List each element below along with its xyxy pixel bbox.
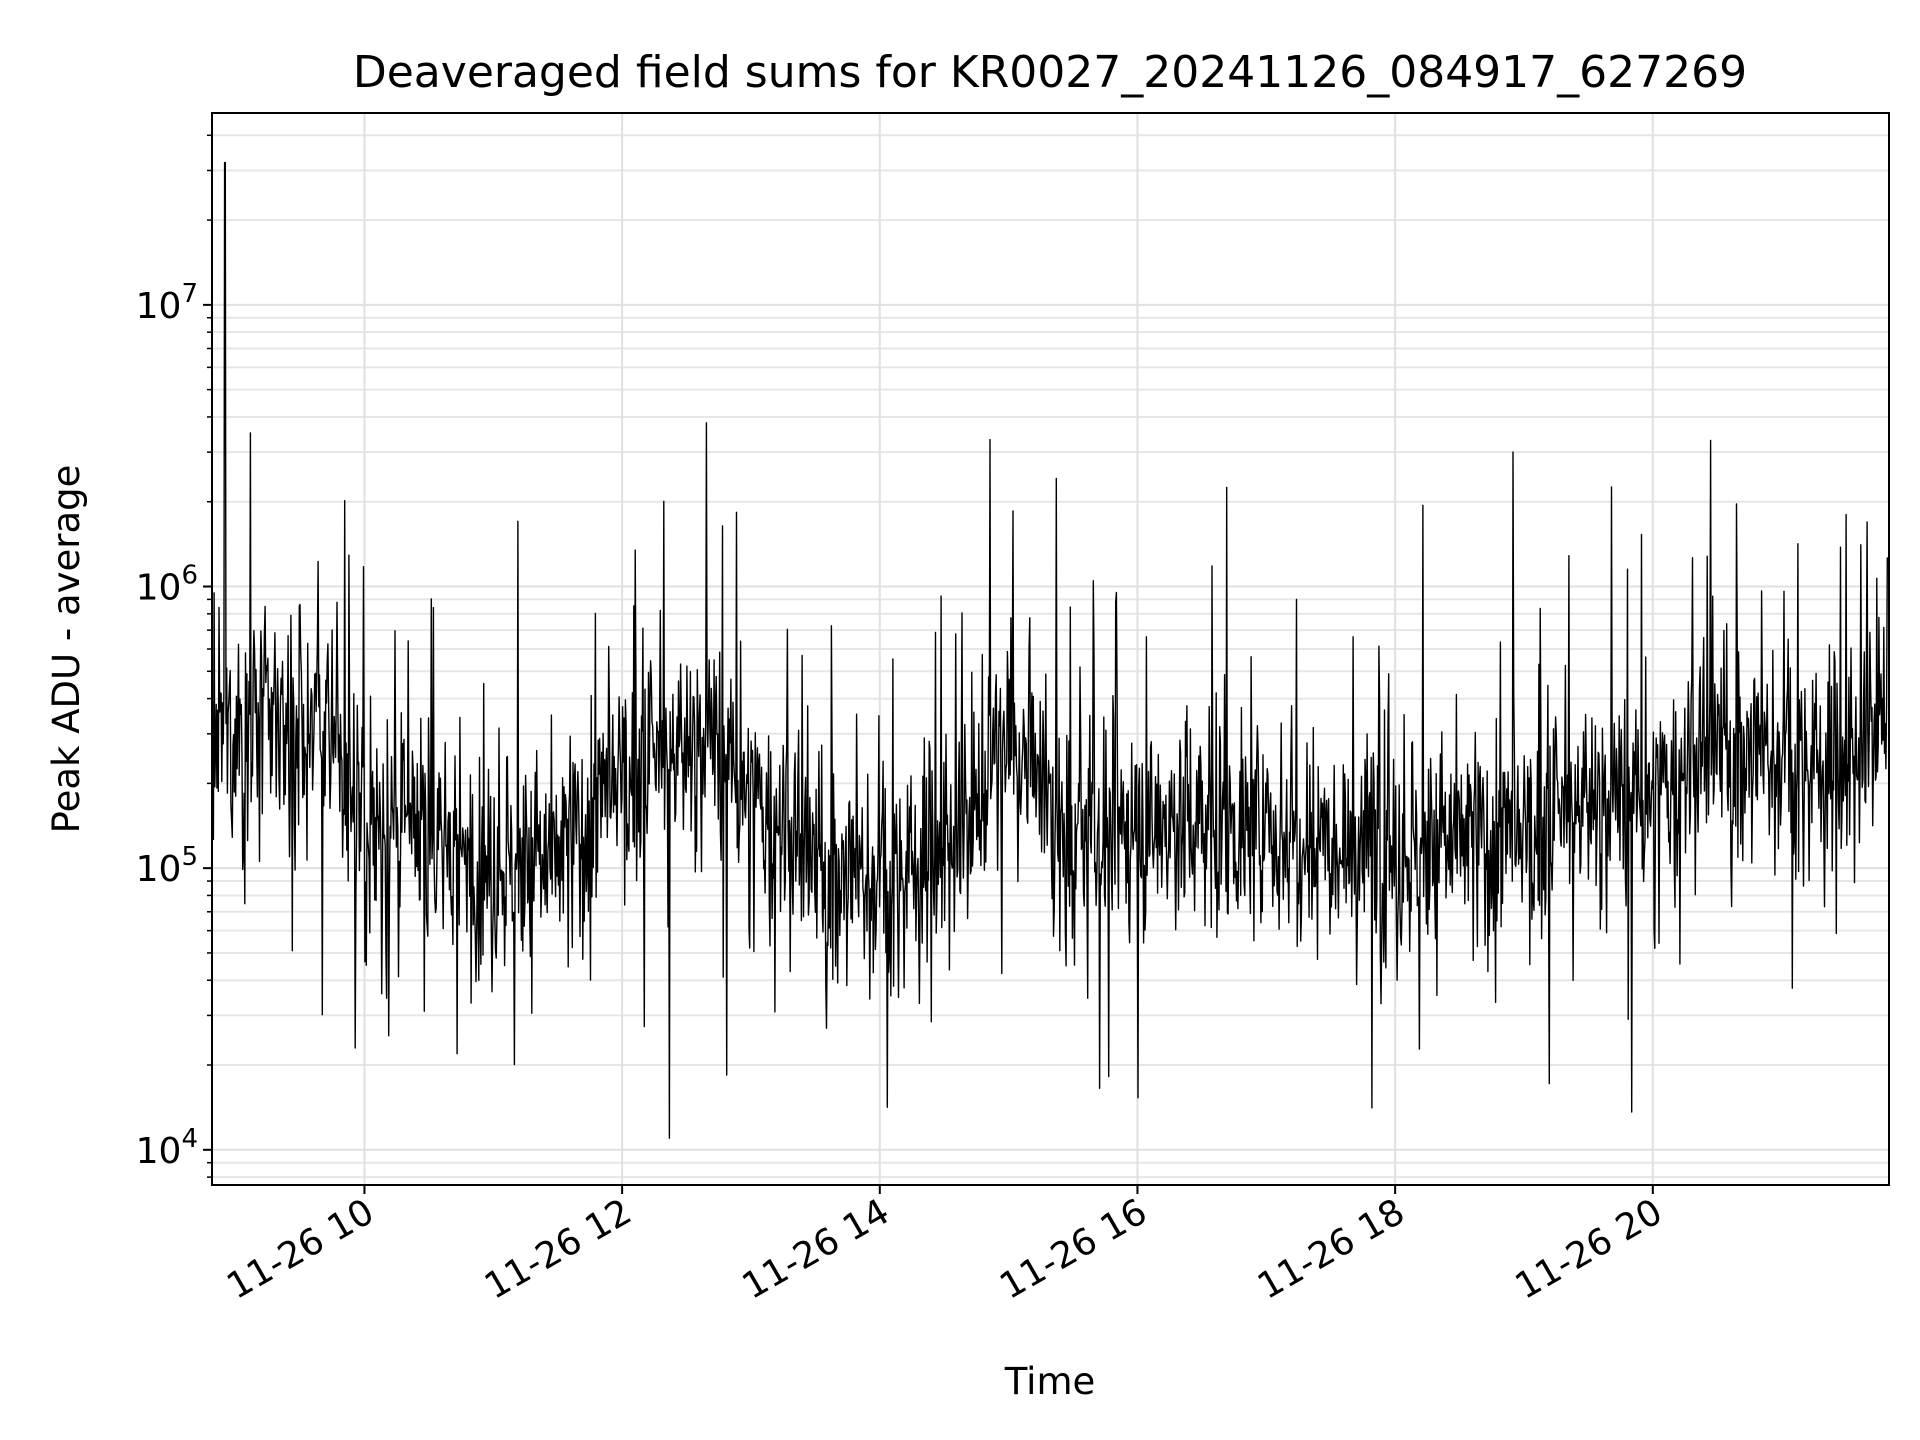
y-axis: 104 105 106 107 [136,134,212,1178]
series-layer [211,161,1889,1139]
y-tick-label: 107 [136,279,198,327]
y-tick-label: 106 [136,561,198,609]
y-axis-title: Peak ADU - average [45,465,88,834]
chart-title: Deaveraged field sums for KR0027_2024112… [353,47,1747,98]
y-tick-label: 104 [136,1124,198,1172]
x-axis-title: Time [1004,1360,1096,1403]
y-tick-label: 105 [136,842,198,890]
series-line [211,161,1889,1139]
